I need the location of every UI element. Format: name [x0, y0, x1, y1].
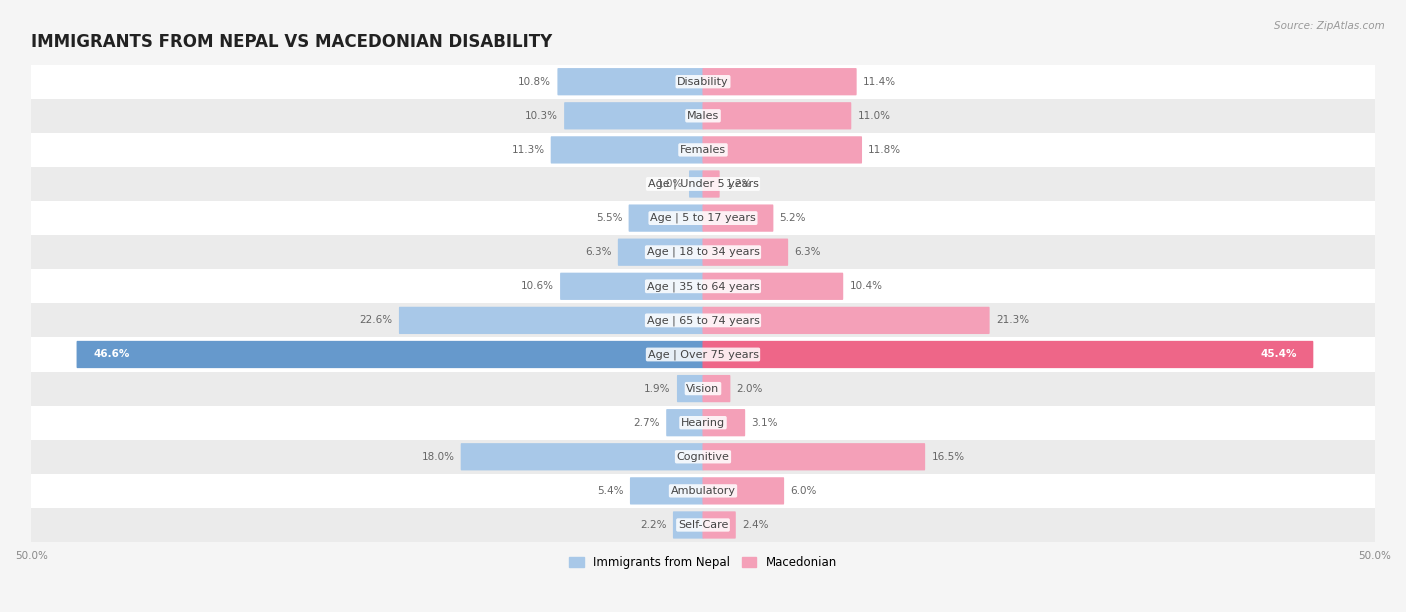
FancyBboxPatch shape	[703, 512, 735, 539]
FancyBboxPatch shape	[703, 68, 856, 95]
Text: 5.4%: 5.4%	[598, 486, 624, 496]
FancyBboxPatch shape	[673, 512, 703, 539]
Text: Age | Over 75 years: Age | Over 75 years	[648, 349, 758, 360]
Text: 11.4%: 11.4%	[863, 76, 896, 87]
Bar	[31, 508, 1375, 542]
FancyBboxPatch shape	[628, 204, 703, 232]
Text: 5.2%: 5.2%	[779, 213, 806, 223]
Text: 21.3%: 21.3%	[995, 315, 1029, 326]
FancyBboxPatch shape	[551, 136, 703, 163]
Text: IMMIGRANTS FROM NEPAL VS MACEDONIAN DISABILITY: IMMIGRANTS FROM NEPAL VS MACEDONIAN DISA…	[31, 34, 553, 51]
FancyBboxPatch shape	[703, 102, 851, 130]
Bar	[31, 474, 1375, 508]
Bar	[31, 304, 1375, 337]
Text: 6.0%: 6.0%	[790, 486, 817, 496]
FancyBboxPatch shape	[703, 307, 990, 334]
Text: Age | 5 to 17 years: Age | 5 to 17 years	[650, 213, 756, 223]
FancyBboxPatch shape	[76, 341, 703, 368]
Text: Males: Males	[688, 111, 718, 121]
FancyBboxPatch shape	[564, 102, 703, 130]
FancyBboxPatch shape	[703, 409, 745, 436]
Bar	[31, 167, 1375, 201]
Bar	[31, 201, 1375, 235]
Text: Cognitive: Cognitive	[676, 452, 730, 462]
Text: 3.1%: 3.1%	[751, 417, 778, 428]
Text: 2.0%: 2.0%	[737, 384, 763, 394]
Text: Females: Females	[681, 145, 725, 155]
Text: 11.8%: 11.8%	[868, 145, 901, 155]
Text: 1.2%: 1.2%	[725, 179, 752, 189]
FancyBboxPatch shape	[703, 170, 720, 198]
Bar	[31, 65, 1375, 99]
Bar	[31, 406, 1375, 440]
Text: 6.3%: 6.3%	[794, 247, 821, 257]
Text: 2.7%: 2.7%	[634, 417, 659, 428]
FancyBboxPatch shape	[689, 170, 703, 198]
FancyBboxPatch shape	[703, 204, 773, 232]
Text: 1.0%: 1.0%	[657, 179, 683, 189]
Text: Hearing: Hearing	[681, 417, 725, 428]
Bar	[31, 235, 1375, 269]
Bar	[31, 99, 1375, 133]
Text: 10.4%: 10.4%	[849, 282, 883, 291]
FancyBboxPatch shape	[676, 375, 703, 402]
Bar	[31, 133, 1375, 167]
FancyBboxPatch shape	[703, 443, 925, 471]
Text: Vision: Vision	[686, 384, 720, 394]
FancyBboxPatch shape	[703, 477, 785, 504]
FancyBboxPatch shape	[703, 239, 789, 266]
Text: Age | 18 to 34 years: Age | 18 to 34 years	[647, 247, 759, 258]
Text: 5.5%: 5.5%	[596, 213, 623, 223]
Text: 18.0%: 18.0%	[422, 452, 454, 462]
FancyBboxPatch shape	[399, 307, 703, 334]
Text: 10.8%: 10.8%	[519, 76, 551, 87]
Text: Ambulatory: Ambulatory	[671, 486, 735, 496]
FancyBboxPatch shape	[666, 409, 703, 436]
Text: 11.3%: 11.3%	[512, 145, 544, 155]
Bar	[31, 440, 1375, 474]
FancyBboxPatch shape	[630, 477, 703, 504]
Text: Source: ZipAtlas.com: Source: ZipAtlas.com	[1274, 21, 1385, 31]
Bar	[31, 371, 1375, 406]
FancyBboxPatch shape	[461, 443, 703, 471]
Text: Age | 35 to 64 years: Age | 35 to 64 years	[647, 281, 759, 291]
Bar	[31, 269, 1375, 304]
Text: Age | 65 to 74 years: Age | 65 to 74 years	[647, 315, 759, 326]
FancyBboxPatch shape	[703, 273, 844, 300]
Text: 1.9%: 1.9%	[644, 384, 671, 394]
FancyBboxPatch shape	[617, 239, 703, 266]
Text: 6.3%: 6.3%	[585, 247, 612, 257]
Bar	[31, 337, 1375, 371]
Text: 2.4%: 2.4%	[742, 520, 769, 530]
FancyBboxPatch shape	[703, 341, 1313, 368]
Text: 10.6%: 10.6%	[520, 282, 554, 291]
Text: Age | Under 5 years: Age | Under 5 years	[648, 179, 758, 189]
Text: 22.6%: 22.6%	[360, 315, 392, 326]
Text: 10.3%: 10.3%	[524, 111, 558, 121]
Text: 45.4%: 45.4%	[1260, 349, 1296, 359]
FancyBboxPatch shape	[560, 273, 703, 300]
Text: 16.5%: 16.5%	[931, 452, 965, 462]
Text: Disability: Disability	[678, 76, 728, 87]
Text: 46.6%: 46.6%	[93, 349, 129, 359]
FancyBboxPatch shape	[557, 68, 703, 95]
Legend: Immigrants from Nepal, Macedonian: Immigrants from Nepal, Macedonian	[565, 551, 841, 573]
Text: Self-Care: Self-Care	[678, 520, 728, 530]
Text: 11.0%: 11.0%	[858, 111, 890, 121]
FancyBboxPatch shape	[703, 136, 862, 163]
Text: 2.2%: 2.2%	[640, 520, 666, 530]
FancyBboxPatch shape	[703, 375, 730, 402]
